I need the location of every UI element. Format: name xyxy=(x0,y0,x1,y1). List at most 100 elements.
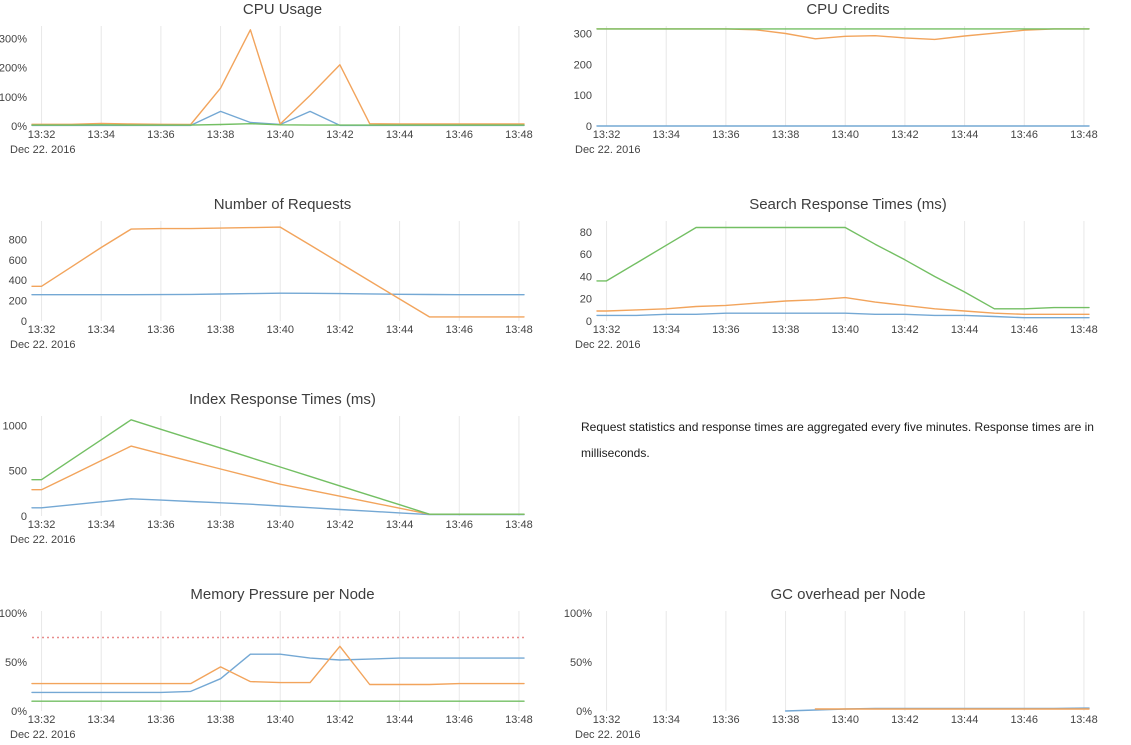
svg-text:60: 60 xyxy=(580,249,592,261)
svg-text:13:36: 13:36 xyxy=(147,714,175,726)
svg-text:13:34: 13:34 xyxy=(652,714,680,726)
svg-text:13:36: 13:36 xyxy=(712,714,740,726)
svg-text:13:34: 13:34 xyxy=(87,714,115,726)
number-of-requests-chart-canvas[interactable]: 13:32 13:34 13:36 13:38 13:40 13:42 13:44 13:46… xyxy=(0,215,565,355)
svg-text:13:48: 13:48 xyxy=(505,519,533,531)
svg-text:13:32: 13:32 xyxy=(593,714,621,726)
svg-text:13:40: 13:40 xyxy=(831,714,859,726)
svg-text:400: 400 xyxy=(9,275,27,287)
chart-title-memory-pressure: Memory Pressure per Node xyxy=(190,586,375,603)
svg-text:13:40: 13:40 xyxy=(266,714,294,726)
svg-text:13:34: 13:34 xyxy=(87,129,115,141)
svg-text:13:34: 13:34 xyxy=(652,129,680,141)
svg-text:200%: 200% xyxy=(0,63,27,75)
svg-text:13:42: 13:42 xyxy=(891,714,919,726)
svg-text:13:32: 13:32 xyxy=(28,324,56,336)
search-response-times-chart-canvas[interactable]: 13:32 13:34 13:36 13:38 13:40 13:42 13:44 13:46… xyxy=(565,215,1130,355)
cpu-usage-chart-canvas[interactable]: 13:32 13:34 13:36 13:38 13:40 13:42 13:44 13:46… xyxy=(0,20,565,160)
svg-text:13:34: 13:34 xyxy=(652,324,680,336)
svg-text:13:46: 13:46 xyxy=(1010,324,1038,336)
svg-text:0%: 0% xyxy=(11,121,27,133)
svg-text:13:36: 13:36 xyxy=(147,324,175,336)
svg-text:80: 80 xyxy=(580,227,592,239)
svg-text:13:48: 13:48 xyxy=(1070,129,1098,141)
svg-text:13:38: 13:38 xyxy=(772,129,800,141)
svg-text:100%: 100% xyxy=(0,608,27,620)
svg-text:13:32: 13:32 xyxy=(593,324,621,336)
svg-text:13:42: 13:42 xyxy=(326,324,354,336)
chart-title-index-response-times: Index Response Times (ms) xyxy=(189,391,376,408)
svg-text:0: 0 xyxy=(21,511,27,523)
svg-text:Dec 22. 2016: Dec 22. 2016 xyxy=(10,144,75,156)
svg-text:0%: 0% xyxy=(576,706,592,718)
svg-text:13:40: 13:40 xyxy=(831,129,859,141)
svg-text:300%: 300% xyxy=(0,34,27,46)
chart-memory-pressure-per-node: Memory Pressure per Node 13:32 13:34 13:36… xyxy=(0,585,565,745)
memory-pressure-chart-canvas[interactable]: 13:32 13:34 13:36 13:38 13:40 13:42 13:44 13:46… xyxy=(0,605,565,745)
svg-text:100%: 100% xyxy=(564,608,592,620)
svg-text:13:44: 13:44 xyxy=(386,519,414,531)
svg-text:13:46: 13:46 xyxy=(445,519,473,531)
svg-text:Dec 22. 2016: Dec 22. 2016 xyxy=(575,339,640,351)
svg-text:13:40: 13:40 xyxy=(266,129,294,141)
aggregation-note-text: Request statistics and response times ar… xyxy=(581,420,1094,460)
svg-text:500: 500 xyxy=(9,466,27,478)
svg-text:Dec 22. 2016: Dec 22. 2016 xyxy=(575,144,640,156)
svg-text:13:48: 13:48 xyxy=(505,324,533,336)
svg-text:13:40: 13:40 xyxy=(266,324,294,336)
svg-text:13:36: 13:36 xyxy=(712,324,740,336)
svg-text:13:46: 13:46 xyxy=(1010,129,1038,141)
svg-text:40: 40 xyxy=(580,271,592,283)
svg-text:13:44: 13:44 xyxy=(951,324,979,336)
svg-text:13:42: 13:42 xyxy=(326,714,354,726)
svg-text:13:36: 13:36 xyxy=(147,519,175,531)
gc-overhead-chart-canvas[interactable]: 13:32 13:34 13:36 13:38 13:40 13:42 13:44 13:46… xyxy=(564,605,1130,745)
aggregation-note: Request statistics and response times ar… xyxy=(565,390,1131,550)
svg-text:13:44: 13:44 xyxy=(386,324,414,336)
cpu-credits-chart-canvas[interactable]: 13:32 13:34 13:36 13:38 13:40 13:42 13:44 13:46… xyxy=(565,20,1130,160)
svg-text:13:38: 13:38 xyxy=(207,519,235,531)
svg-text:13:32: 13:32 xyxy=(28,129,56,141)
svg-text:13:48: 13:48 xyxy=(505,714,533,726)
svg-text:100%: 100% xyxy=(0,92,27,104)
svg-text:50%: 50% xyxy=(570,657,592,669)
index-response-times-chart-canvas[interactable]: 13:32 13:34 13:36 13:38 13:40 13:42 13:44 13:46… xyxy=(0,410,565,550)
svg-text:0%: 0% xyxy=(11,706,27,718)
svg-text:13:34: 13:34 xyxy=(87,324,115,336)
svg-text:13:42: 13:42 xyxy=(891,129,919,141)
svg-text:13:38: 13:38 xyxy=(207,129,235,141)
svg-text:Dec 22. 2016: Dec 22. 2016 xyxy=(575,729,640,741)
svg-text:13:48: 13:48 xyxy=(1070,714,1098,726)
svg-text:200: 200 xyxy=(9,296,27,308)
svg-text:13:32: 13:32 xyxy=(593,129,621,141)
svg-text:50%: 50% xyxy=(5,657,27,669)
svg-text:13:32: 13:32 xyxy=(28,714,56,726)
svg-text:13:44: 13:44 xyxy=(951,714,979,726)
svg-text:13:42: 13:42 xyxy=(326,129,354,141)
svg-text:13:44: 13:44 xyxy=(386,129,414,141)
svg-text:1000: 1000 xyxy=(3,420,27,432)
svg-text:13:42: 13:42 xyxy=(326,519,354,531)
svg-text:13:46: 13:46 xyxy=(445,714,473,726)
chart-title-cpu-credits: CPU Credits xyxy=(806,1,890,18)
chart-number-of-requests: Number of Requests 13:32 13:34 13:36 13:38 1… xyxy=(0,195,565,355)
svg-text:600: 600 xyxy=(9,255,27,267)
chart-gc-overhead-per-node: GC overhead per Node 13:32 13:34 13:36 13:3… xyxy=(564,585,1131,745)
chart-search-response-times: Search Response Times (ms) 13:32 13:34 13:… xyxy=(565,195,1131,355)
svg-text:Dec 22. 2016: Dec 22. 2016 xyxy=(10,339,75,351)
svg-text:300: 300 xyxy=(574,29,592,41)
svg-text:0: 0 xyxy=(21,316,27,328)
svg-text:0: 0 xyxy=(586,121,592,133)
svg-text:13:40: 13:40 xyxy=(831,324,859,336)
svg-text:13:32: 13:32 xyxy=(28,519,56,531)
svg-text:13:34: 13:34 xyxy=(87,519,115,531)
svg-text:Dec 22. 2016: Dec 22. 2016 xyxy=(10,534,75,546)
svg-text:13:36: 13:36 xyxy=(712,129,740,141)
chart-index-response-times: Index Response Times (ms) 13:32 13:34 13:3… xyxy=(0,390,565,550)
svg-text:13:42: 13:42 xyxy=(891,324,919,336)
chart-title-gc-overhead: GC overhead per Node xyxy=(770,586,926,603)
chart-title-cpu-usage: CPU Usage xyxy=(242,1,323,18)
svg-text:20: 20 xyxy=(580,294,592,306)
chart-title-search-response-times: Search Response Times (ms) xyxy=(749,196,947,213)
chart-cpu-usage: CPU Usage 13:32 13:34 13:36 13:38 13:40 13:42… xyxy=(0,0,565,160)
